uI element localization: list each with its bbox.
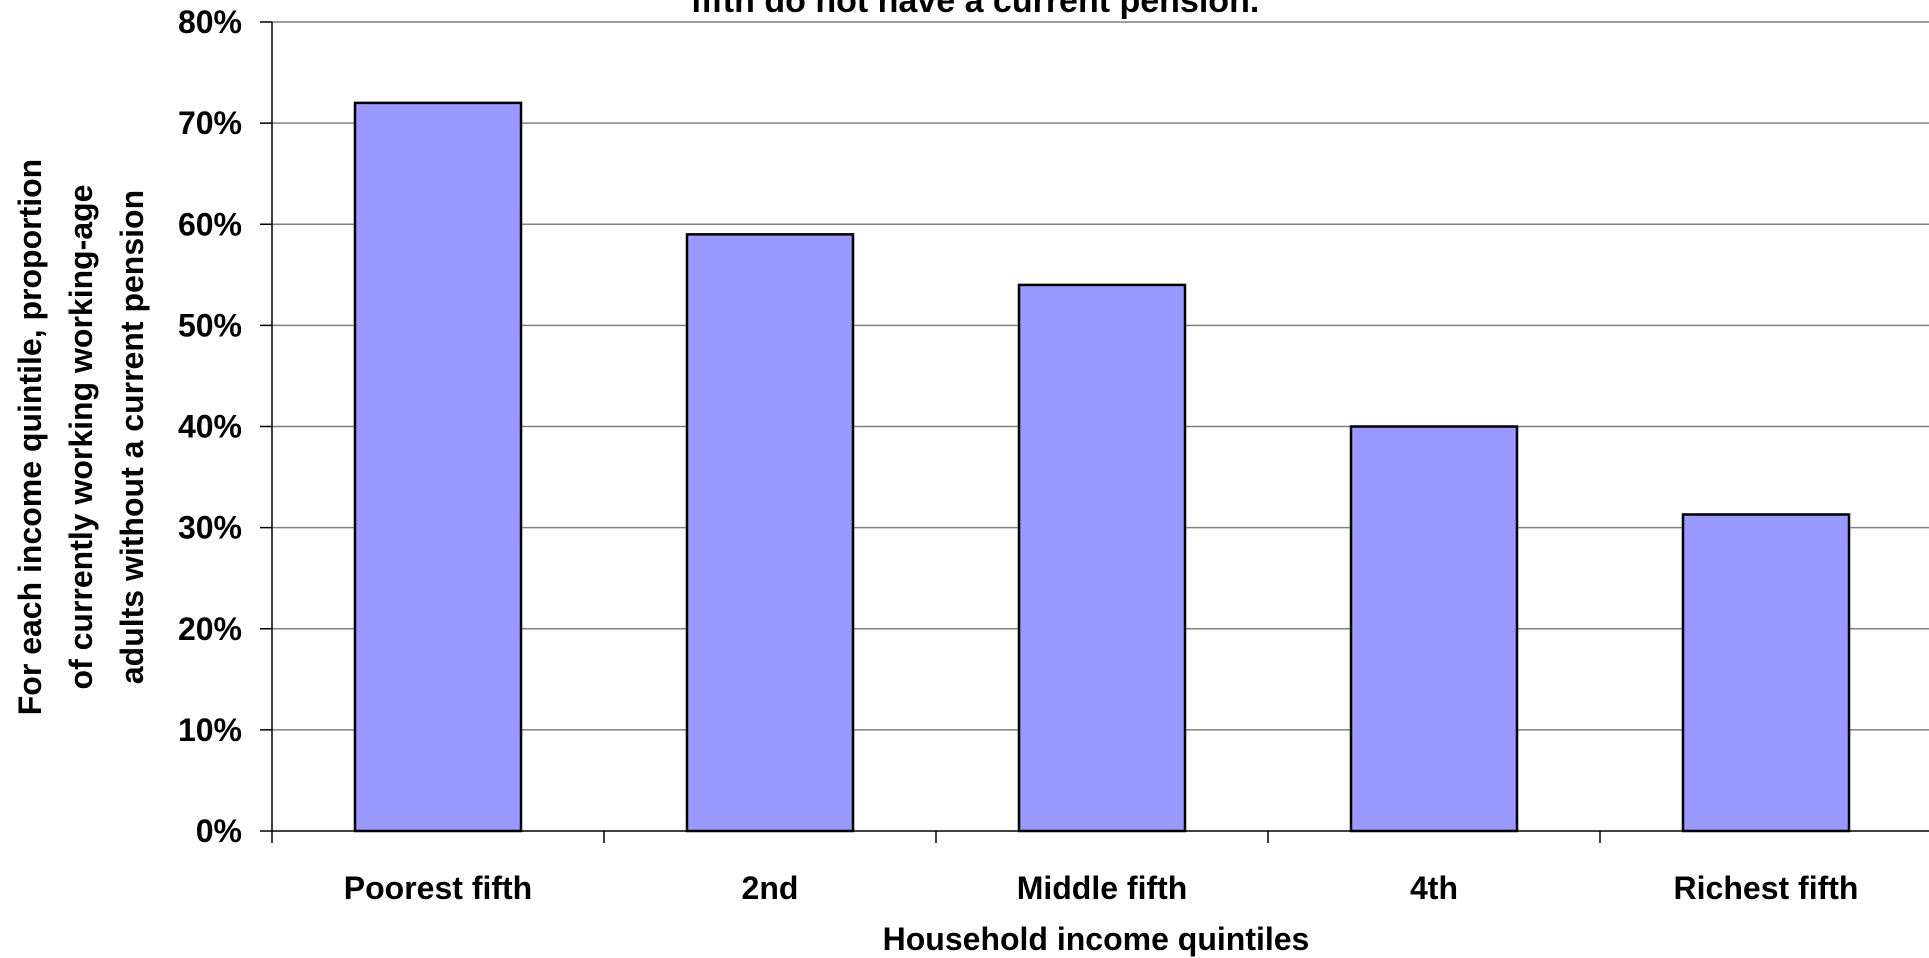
x-category-label: 4th bbox=[1410, 870, 1458, 906]
y-axis-title-line-2: of currently working working-age bbox=[63, 185, 99, 690]
y-axis-title-line-1: For each income quintile, proportion bbox=[12, 159, 48, 715]
x-category-label: Poorest fifth bbox=[344, 870, 532, 906]
bar bbox=[685, 233, 855, 833]
y-tick-label: 70% bbox=[178, 105, 242, 141]
x-category-label: 2nd bbox=[742, 870, 799, 906]
y-tick-label: 60% bbox=[178, 206, 242, 242]
y-tick-label: 20% bbox=[178, 611, 242, 647]
x-category-labels: Poorest fifth 2nd Middle fifth 4th Richest f… bbox=[344, 870, 1859, 906]
bar bbox=[1349, 425, 1519, 833]
y-tick-label: 50% bbox=[178, 307, 242, 343]
y-tick-label: 80% bbox=[178, 4, 242, 40]
bar bbox=[353, 101, 523, 833]
y-axis-title-line-3: adults without a current pension bbox=[114, 190, 150, 684]
y-tick-labels: 0% 10% 20% 30% 40% 50% 60% 70% 80% bbox=[178, 4, 242, 849]
x-axis-title: Household income quintiles bbox=[883, 921, 1310, 957]
x-category-label: Middle fifth bbox=[1017, 870, 1188, 906]
y-tick-label: 30% bbox=[178, 510, 242, 546]
y-tick-label: 40% bbox=[178, 409, 242, 445]
y-axis-title: For each income quintile, proportion of … bbox=[12, 159, 150, 715]
bar bbox=[1017, 283, 1187, 833]
bar bbox=[1681, 513, 1851, 833]
bars bbox=[353, 101, 1851, 833]
y-tick-label: 0% bbox=[196, 813, 242, 849]
axes bbox=[260, 21, 1929, 843]
y-tick-label: 10% bbox=[178, 712, 242, 748]
x-category-label: Richest fifth bbox=[1674, 870, 1859, 906]
chart-title: fifth do not have a current pension. bbox=[691, 0, 1260, 20]
